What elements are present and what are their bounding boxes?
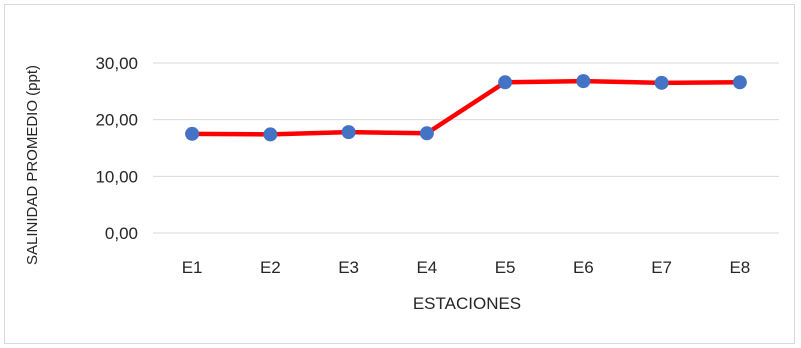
- y-tick-label: 0,00: [105, 224, 138, 243]
- data-point: [654, 75, 669, 90]
- data-point: [576, 74, 591, 89]
- y-tick-label: 30,00: [95, 54, 138, 73]
- series-line: [189, 78, 743, 137]
- x-tick-label: E5: [495, 258, 516, 277]
- x-tick-label: E6: [573, 258, 594, 277]
- x-tick-label: E8: [729, 258, 750, 277]
- x-tick-labels: E1 E2 E3 E4 E5 E6 E7 E8: [182, 258, 751, 277]
- y-tick-label: 20,00: [95, 111, 138, 130]
- y-axis-title: SALINIDAD PROMEDIO (ppt): [24, 65, 41, 265]
- x-tick-label: E3: [338, 258, 359, 277]
- x-tick-label: E7: [651, 258, 672, 277]
- data-point: [419, 126, 434, 141]
- data-point: [185, 126, 200, 141]
- data-point: [263, 127, 278, 142]
- x-tick-label: E4: [416, 258, 437, 277]
- x-axis-title: ESTACIONES: [413, 294, 521, 313]
- series-layer: [185, 74, 747, 142]
- data-point: [732, 75, 747, 90]
- y-tick-labels: 0,00 10,00 20,00 30,00: [95, 54, 138, 243]
- data-point: [341, 125, 356, 140]
- y-tick-label: 10,00: [95, 167, 138, 186]
- x-tick-label: E1: [182, 258, 203, 277]
- data-point: [498, 75, 513, 90]
- chart-frame: [4, 4, 795, 344]
- x-tick-label: E2: [260, 258, 281, 277]
- gridlines: [153, 62, 779, 234]
